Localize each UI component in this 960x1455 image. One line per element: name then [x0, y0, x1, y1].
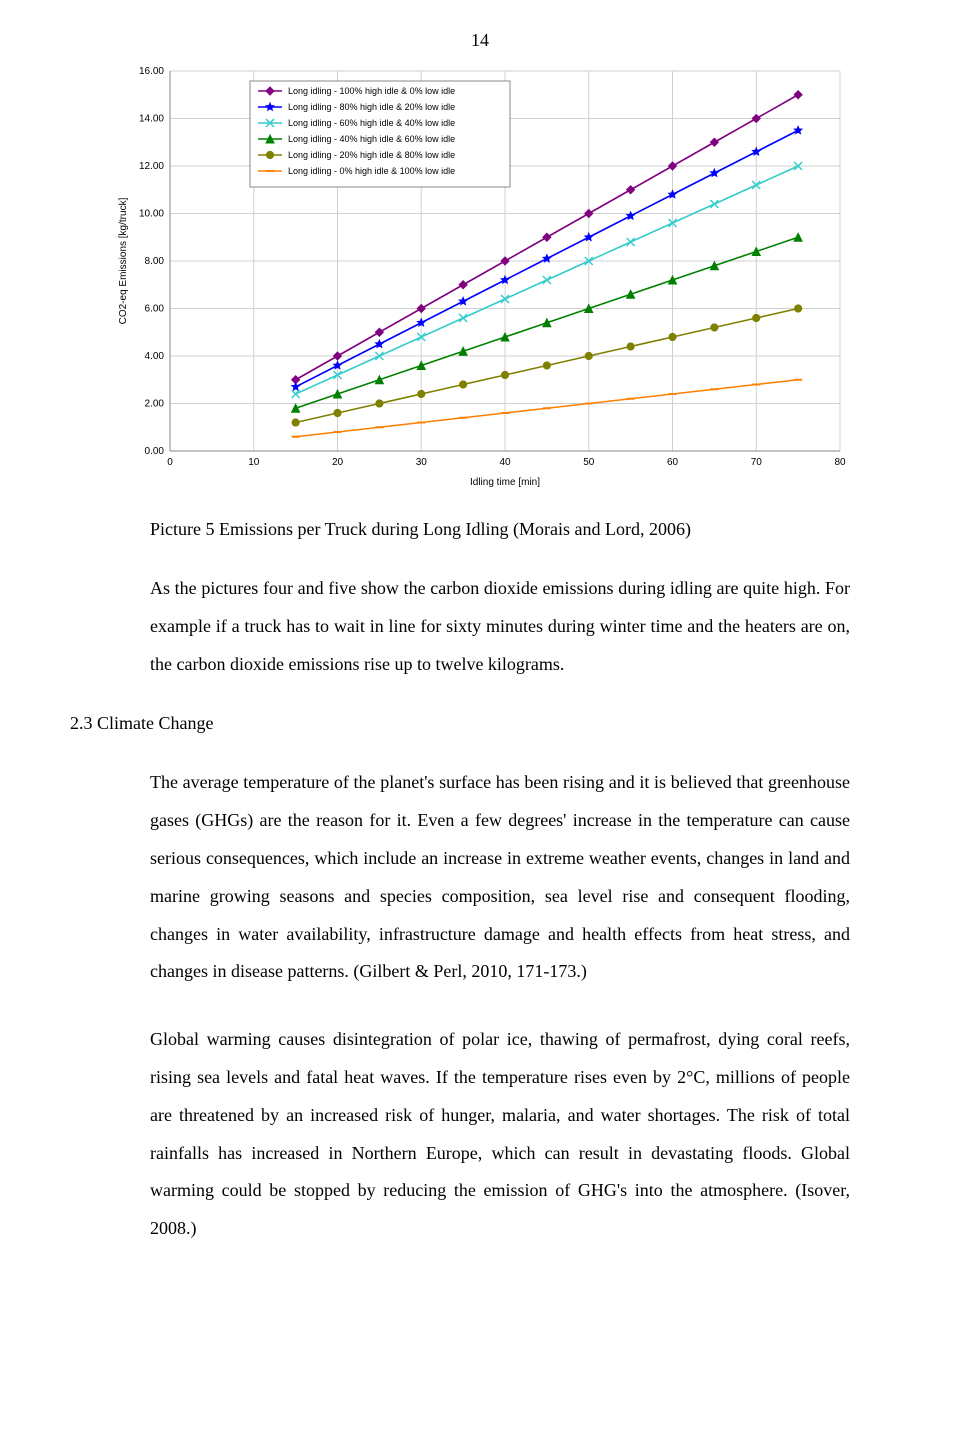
page-number: 14: [110, 0, 850, 61]
svg-text:50: 50: [583, 457, 595, 468]
svg-text:8.00: 8.00: [145, 256, 165, 267]
svg-text:Idling time [min]: Idling time [min]: [470, 477, 540, 488]
page: 14 0 10 20 30 40 50 60 70 80 0.00 2.00 4.00 6.00 8.00…: [0, 0, 960, 1455]
svg-text:70: 70: [751, 457, 763, 468]
svg-text:Long idling - 0% high idle & 1: Long idling - 0% high idle & 100% low id…: [288, 166, 455, 176]
svg-text:12.00: 12.00: [139, 161, 164, 172]
paragraph-3: Global warming causes disintegration of …: [150, 1021, 850, 1248]
svg-text:10: 10: [248, 457, 260, 468]
svg-text:Long idling - 80% high idle &: Long idling - 80% high idle & 20% low id…: [288, 102, 455, 112]
svg-text:CO2-eq Emissions [kg/truck]: CO2-eq Emissions [kg/truck]: [118, 197, 129, 324]
svg-text:10.00: 10.00: [139, 209, 164, 220]
paragraph-2: The average temperature of the planet's …: [150, 764, 850, 991]
svg-text:60: 60: [667, 457, 679, 468]
emissions-chart: 0 10 20 30 40 50 60 70 80 0.00 2.00 4.00 6.00 8.00 10.…: [110, 61, 850, 491]
svg-text:20: 20: [332, 457, 344, 468]
svg-text:Long idling - 100% high idle &: Long idling - 100% high idle & 0% low id…: [288, 86, 455, 96]
svg-text:6.00: 6.00: [145, 304, 165, 315]
svg-text:4.00: 4.00: [145, 351, 165, 362]
section-heading: 2.3 Climate Change: [70, 713, 850, 734]
svg-text:0.00: 0.00: [145, 446, 165, 457]
figure-caption: Picture 5 Emissions per Truck during Lon…: [150, 519, 850, 540]
svg-text:0: 0: [167, 457, 173, 468]
svg-text:40: 40: [499, 457, 511, 468]
svg-text:14.00: 14.00: [139, 114, 164, 125]
svg-text:80: 80: [834, 457, 846, 468]
svg-text:16.00: 16.00: [139, 66, 164, 77]
svg-text:Long idling - 40% high idle &: Long idling - 40% high idle & 60% low id…: [288, 134, 455, 144]
svg-text:Long idling - 20% high idle &: Long idling - 20% high idle & 80% low id…: [288, 150, 455, 160]
svg-text:30: 30: [416, 457, 428, 468]
svg-text:2.00: 2.00: [145, 399, 165, 410]
paragraph-1: As the pictures four and five show the c…: [150, 570, 850, 683]
svg-text:Long idling - 60% high idle &: Long idling - 60% high idle & 40% low id…: [288, 118, 455, 128]
